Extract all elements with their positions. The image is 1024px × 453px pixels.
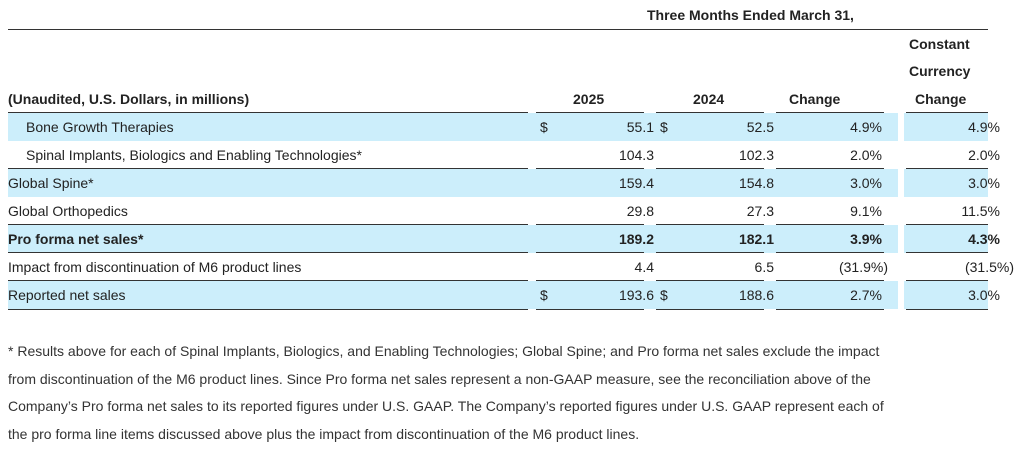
value-cc-change: (31.5%) [964,259,1014,275]
value-cc-change: 4.9% [968,119,1000,135]
col-change-rule [776,112,884,113]
table-row: Pro forma net sales* 189.2 182.1 3.9% 4.… [8,225,1000,253]
row-label: Bone Growth Therapies [26,119,174,135]
total-rule [656,309,764,310]
value-2024: 188.6 [738,287,774,303]
subtotal-rule [536,224,644,225]
currency-symbol: $ [540,119,548,135]
row-label: Global Spine* [8,175,94,191]
total-rule [8,309,528,310]
col-2024-rule [656,112,764,113]
subtotal-rule [906,252,988,253]
subtotal-rule [776,168,884,169]
col-2024-header: 2024 [693,91,725,107]
value-change: 9.1% [850,203,882,219]
currency-symbol: $ [660,287,668,303]
subtotal-rule [656,252,764,253]
footnote-line: the pro forma line items discussed above… [8,425,640,442]
value-2024: 6.5 [754,259,774,275]
subtotal-rule [8,168,528,169]
value-change: 2.7% [850,287,882,303]
subtotal-rule [906,168,988,169]
value-2025: 4.4 [634,259,654,275]
value-2024: 154.8 [738,175,774,191]
total-rule [906,309,988,310]
value-cc-change: 11.5% [961,203,1000,219]
value-cc-change: 4.3% [968,231,1000,247]
value-change: 3.0% [850,175,882,191]
subtotal-rule [8,224,528,225]
value-change: (31.9%) [838,259,888,275]
constant-header-line1: Constant [909,36,970,52]
currency-symbol: $ [540,287,548,303]
value-change: 3.9% [850,231,882,247]
table-row: Impact from discontinuation of M6 produc… [8,253,1014,281]
subtotal-rule [776,224,884,225]
value-2024: 182.1 [738,231,774,247]
label-header-rule [8,112,528,113]
subtotal-rule [8,252,528,253]
value-cc-change: 2.0% [968,147,1000,163]
row-label: Global Orthopedics [8,203,128,219]
value-2024: 27.3 [746,203,774,219]
table-row: Global Spine* 159.4 154.8 3.0% 3.0% [8,169,1000,197]
currency-symbol: $ [660,119,668,135]
subtotal-rule [906,224,988,225]
footnote-line: Company’s Pro forma net sales to its rep… [8,398,884,414]
value-2025: 189.2 [618,231,654,247]
value-cc-change: 3.0% [968,175,1000,191]
currency-header-line2: Currency [909,63,971,79]
col-2025-header: 2025 [573,91,605,107]
subtotal-rule [536,280,644,281]
row-label: Reported net sales [8,287,126,303]
subtotal-rule [656,280,764,281]
subtotal-rule [906,280,988,281]
subtotal-rule [8,280,528,281]
col-cc-rule [906,112,988,113]
value-change: 2.0% [850,147,882,163]
subtotal-rule [776,252,884,253]
value-cc-change: 3.0% [968,287,1000,303]
period-header: Three Months Ended March 31, [647,7,854,23]
value-2025: 193.6 [618,287,654,303]
label-column-header: (Unaudited, U.S. Dollars, in millions) [8,91,250,107]
table-row: Spinal Implants, Biologics and Enabling … [8,141,1000,169]
subtotal-rule [536,252,644,253]
subtotal-rule [656,224,764,225]
subtotal-rule [656,168,764,169]
subtotal-rule [536,168,644,169]
row-label: Pro forma net sales* [8,231,144,247]
table-row: Global Orthopedics 29.8 27.3 9.1% 11.5% [8,197,1000,225]
footnote-line: from discontinuation of the M6 product l… [8,370,871,387]
subtotal-rule [776,280,884,281]
value-2024: 52.5 [746,119,774,135]
footnote: * Results above for each of Spinal Impla… [8,338,1008,448]
col-cc-change-header: Change [915,91,967,107]
row-label: Spinal Implants, Biologics and Enabling … [26,147,362,163]
col-2025-rule [536,112,644,113]
value-2025: 159.4 [618,175,654,191]
table-row: Bone Growth Therapies $ 55.1 $ 52.5 4.9%… [8,113,1000,141]
value-2025: 55.1 [626,119,654,135]
total-rule [536,309,644,310]
col-change-header: Change [789,91,841,107]
value-2024: 102.3 [738,147,774,163]
total-rule [776,309,884,310]
value-2025: 104.3 [618,147,654,163]
footnote-line: * Results above for each of Spinal Impla… [8,343,880,359]
value-change: 4.9% [850,119,882,135]
value-2025: 29.8 [626,203,654,219]
table-row: Reported net sales $ 193.6 $ 188.6 2.7% … [8,281,1000,309]
row-label: Impact from discontinuation of M6 produc… [8,259,302,275]
header-rule [8,29,988,30]
